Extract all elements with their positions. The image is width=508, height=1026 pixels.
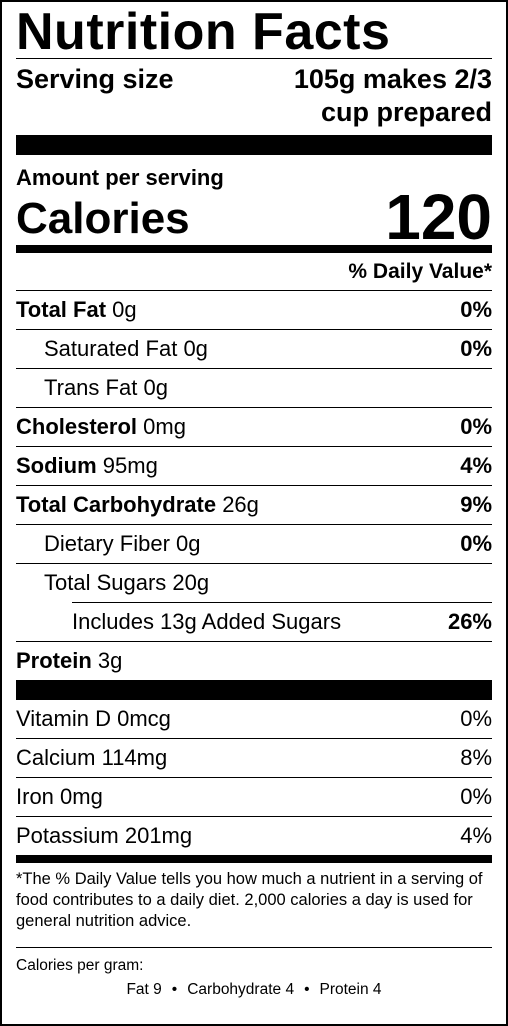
calories-label: Calories [16, 194, 190, 243]
amount-per-serving: Amount per serving [16, 165, 224, 190]
nutrient-text: Cholesterol 0mg [16, 414, 186, 440]
vitamin-text: Iron 0mg [16, 784, 103, 810]
nutrient-row-protein: Protein 3g [16, 641, 492, 680]
nutrient-row-added-sugars: Includes 13g Added Sugars 26% [72, 602, 492, 641]
vitamin-dv: 4% [460, 823, 492, 848]
nutrient-text: Trans Fat 0g [44, 375, 168, 401]
nutrient-row-trans-fat: Trans Fat 0g [16, 368, 492, 407]
nutrient-amount: 0g [143, 375, 168, 400]
serving-size-row: Serving size 105g makes 2/3 cup prepared [16, 63, 492, 135]
nutrient-row-sodium: Sodium 95mg 4% [16, 446, 492, 485]
vitamin-text: Calcium 114mg [16, 745, 167, 771]
nutrient-name: Includes 13g Added Sugars [72, 609, 342, 634]
nutrient-dv: 26% [447, 609, 492, 634]
bullet-separator: • [171, 981, 178, 998]
serving-size-value-line1: 105g makes 2/3 [293, 64, 492, 94]
thick-divider [16, 135, 492, 155]
nutrient-amount: 0g [176, 531, 201, 556]
nutrient-name: Protein [16, 648, 92, 673]
nutrient-row-total-fat: Total Fat 0g 0% [16, 290, 492, 329]
vitamin-name: Calcium [16, 745, 96, 770]
vitamin-name: Vitamin D [16, 706, 111, 731]
nutrient-name: Total Fat [16, 297, 107, 322]
nutrient-amount: 3g [97, 648, 123, 673]
serving-size-value-line2: cup prepared [320, 97, 492, 127]
nutrient-amount: 0g [112, 297, 137, 322]
vitamin-row-potassium: Potassium 201mg 4% [16, 816, 492, 855]
daily-value-footnote: *The % Daily Value tells you how much a … [16, 870, 483, 930]
nutrient-name: Dietary Fiber [44, 531, 170, 556]
calories-value: 120 [385, 181, 492, 253]
vitamin-amount: 201mg [124, 823, 193, 848]
nutrient-name: Trans Fat [44, 375, 138, 400]
serving-size-label: Serving size [16, 64, 174, 94]
nutrient-text: Protein 3g [16, 648, 122, 674]
medium-divider [16, 855, 492, 863]
nutrient-text: Sodium 95mg [16, 453, 158, 479]
vitamin-row-iron: Iron 0mg 0% [16, 777, 492, 816]
vitamin-name: Iron [16, 784, 54, 809]
nutrient-name: Sodium [16, 453, 97, 478]
nutrient-row-cholesterol: Cholesterol 0mg 0% [16, 407, 492, 446]
nutrient-dv: 0% [460, 531, 492, 556]
nutrient-name: Total Sugars [44, 570, 167, 595]
vitamin-amount: 0mg [60, 784, 103, 809]
nutrient-amount: 26g [222, 492, 259, 517]
calories-row: Calories 120 [16, 181, 492, 253]
nutrient-amount: 0mg [143, 414, 186, 439]
fat-calories: Fat 9 [126, 981, 162, 998]
nutrient-text: Total Sugars 20g [44, 570, 209, 596]
nutrient-row-saturated-fat: Saturated Fat 0g 0% [16, 329, 492, 368]
nutrient-dv: 0% [460, 297, 492, 322]
nutrient-row-total-carbohydrate: Total Carbohydrate 26g 9% [16, 485, 492, 524]
vitamin-name: Potassium [16, 823, 119, 848]
nutrient-name: Total Carbohydrate [16, 492, 217, 517]
calories-per-gram-values: Fat 9 • Carbohydrate 4 • Protein 4 [16, 980, 492, 1000]
nutrient-row-total-sugars: Total Sugars 20g [16, 563, 492, 602]
serving-size-value: 105g makes 2/3 cup prepared [252, 63, 492, 129]
nutrient-dv: 0% [460, 414, 492, 439]
protein-calories: Protein 4 [319, 981, 382, 998]
vitamin-text: Potassium 201mg [16, 823, 192, 849]
vitamin-dv: 0% [460, 784, 492, 809]
calories-per-gram: Calories per gram: Fat 9 • Carbohydrate 4 •… [16, 947, 492, 1000]
bullet-separator: • [304, 981, 310, 998]
vitamin-amount: 114mg [101, 745, 168, 770]
nutrient-dv: 0% [460, 336, 492, 361]
thick-divider [16, 680, 492, 700]
vitamin-dv: 8% [460, 745, 492, 770]
nutrient-text: Dietary Fiber 0g [44, 531, 201, 557]
nutrient-name: Cholesterol [16, 414, 138, 439]
nutrient-name: Saturated Fat [44, 336, 178, 361]
nutrient-text: Total Fat 0g [16, 297, 137, 323]
nutrient-text: Saturated Fat 0g [44, 336, 208, 362]
label-title: Nutrition Facts [16, 3, 391, 61]
nutrient-row-dietary-fiber: Dietary Fiber 0g 0% [16, 524, 492, 563]
vitamin-amount: 0mcg [117, 706, 171, 731]
nutrient-amount: 0g [183, 336, 208, 361]
carbohydrate-calories: Carbohydrate 4 [187, 981, 295, 998]
nutrient-dv: 9% [460, 492, 492, 517]
vitamin-row-vitamin-d: Vitamin D 0mcg 0% [16, 700, 492, 738]
calories-per-gram-heading: Calories per gram: [16, 957, 144, 974]
nutrient-amount: 20g [172, 570, 210, 595]
medium-divider [16, 245, 492, 253]
nutrient-text: Includes 13g Added Sugars [72, 609, 341, 635]
vitamin-row-calcium: Calcium 114mg 8% [16, 738, 492, 777]
nutrient-dv: 4% [460, 453, 492, 478]
vitamin-text: Vitamin D 0mcg [16, 706, 171, 732]
vitamin-dv: 0% [460, 706, 492, 731]
nutrient-amount: 95mg [102, 453, 158, 478]
daily-value-header: % Daily Value* [348, 260, 492, 283]
divider [16, 58, 492, 59]
nutrient-text: Total Carbohydrate 26g [16, 492, 259, 518]
